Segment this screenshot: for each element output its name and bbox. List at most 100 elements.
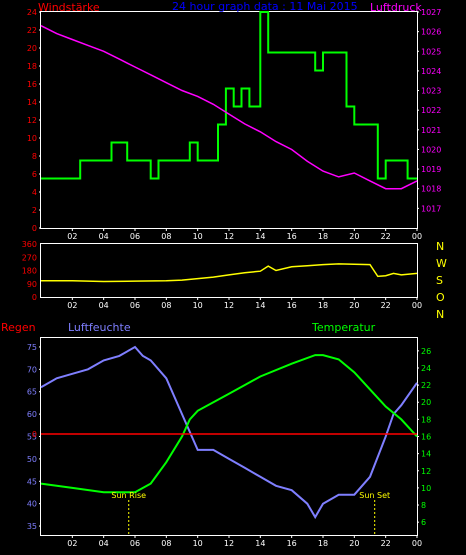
x-tick-label: 08 bbox=[161, 232, 171, 241]
x-tick-label: 20 bbox=[349, 232, 359, 241]
x-tick-label: 12 bbox=[224, 232, 234, 241]
wind-direction-line bbox=[41, 263, 418, 283]
right-tick-label: 1017 bbox=[421, 204, 441, 213]
left-tick-label: 0 bbox=[32, 293, 37, 302]
right-tick-label: 1027 bbox=[421, 8, 441, 17]
humidity-line bbox=[40, 345, 418, 520]
right-tick-label: 1018 bbox=[421, 185, 441, 194]
wind-direction-frame bbox=[40, 243, 418, 298]
left-tick-label: 2 bbox=[32, 206, 37, 215]
left-tick-label: 8 bbox=[32, 152, 37, 161]
right-tick-label: 1025 bbox=[421, 47, 441, 56]
luftfeuchte-label: Luftfeuchte bbox=[68, 321, 131, 334]
left-tick-label: 90 bbox=[27, 280, 37, 289]
left-tick-label: 24 bbox=[27, 8, 37, 17]
compass-label: O bbox=[436, 291, 445, 304]
right-tick-label: 14 bbox=[421, 450, 431, 459]
right-tick-label: 16 bbox=[421, 433, 431, 442]
left-tick-label: 12 bbox=[27, 116, 37, 125]
left-tick-label: 6 bbox=[32, 170, 37, 179]
x-tick-label: 06 bbox=[130, 301, 140, 310]
compass-label: N bbox=[436, 308, 444, 321]
x-tick-label: 04 bbox=[99, 539, 109, 548]
right-tick-label: 6 bbox=[421, 518, 426, 527]
right-tick-label: 1019 bbox=[421, 165, 441, 174]
x-tick-label: 00 bbox=[412, 232, 422, 241]
windstaerke-label: Windstärke bbox=[38, 1, 100, 14]
x-tick-label: 10 bbox=[193, 539, 203, 548]
right-tick-label: 18 bbox=[421, 415, 431, 424]
left-tick-label: 180 bbox=[22, 267, 37, 276]
right-tick-label: 24 bbox=[421, 364, 431, 373]
compass-label: N bbox=[436, 240, 444, 253]
left-tick-label: 70 bbox=[27, 365, 37, 374]
left-tick-label: 55 bbox=[27, 433, 37, 442]
x-tick-label: 18 bbox=[318, 539, 328, 548]
pressure-line bbox=[40, 25, 418, 190]
x-tick-label: 14 bbox=[255, 539, 265, 548]
right-tick-label: 1022 bbox=[421, 106, 441, 115]
right-tick-label: 22 bbox=[421, 381, 431, 390]
right-tick-label: 1026 bbox=[421, 28, 441, 37]
x-tick-label: 04 bbox=[99, 232, 109, 241]
left-tick-label: 18 bbox=[27, 62, 37, 71]
left-tick-label: 4 bbox=[32, 188, 37, 197]
x-tick-label: 10 bbox=[193, 232, 203, 241]
x-tick-label: 14 bbox=[255, 232, 265, 241]
annotations: 0 Sun Rise Sun Set bbox=[32, 430, 417, 535]
x-tick-label: 20 bbox=[349, 539, 359, 548]
left-tick-label: 45 bbox=[27, 477, 37, 486]
left-tick-label: 16 bbox=[27, 80, 37, 89]
luftdruck-label: Luftdruck bbox=[370, 1, 422, 14]
x-tick-label: 22 bbox=[381, 539, 391, 548]
right-tick-label: 1023 bbox=[421, 87, 441, 96]
compass-label: W bbox=[436, 257, 447, 270]
humidity-temperature-frame bbox=[40, 337, 418, 536]
left-tick-label: 10 bbox=[27, 134, 37, 143]
x-tick-label: 12 bbox=[224, 539, 234, 548]
left-tick-label: 20 bbox=[27, 44, 37, 53]
x-tick-label: 22 bbox=[381, 301, 391, 310]
x-tick-label: 00 bbox=[412, 539, 422, 548]
x-tick-label: 16 bbox=[287, 301, 297, 310]
x-tick-label: 00 bbox=[412, 301, 422, 310]
right-tick-label: 1024 bbox=[421, 67, 441, 76]
left-tick-label: 40 bbox=[27, 500, 37, 509]
left-tick-label: 65 bbox=[27, 388, 37, 397]
x-tick-label: 16 bbox=[287, 539, 297, 548]
right-tick-label: 26 bbox=[421, 347, 431, 356]
x-tick-label: 04 bbox=[99, 301, 109, 310]
x-tick-label: 12 bbox=[224, 301, 234, 310]
x-tick-label: 06 bbox=[130, 232, 140, 241]
wind-speed-line bbox=[41, 11, 417, 180]
left-tick-label: 50 bbox=[27, 455, 37, 464]
x-tick-label: 18 bbox=[318, 232, 328, 241]
right-tick-label: 20 bbox=[421, 398, 431, 407]
left-tick-label: 75 bbox=[27, 343, 37, 352]
series-lines bbox=[40, 11, 418, 520]
x-tick-label: 02 bbox=[67, 539, 77, 548]
temperatur-label: Temperatur bbox=[311, 321, 376, 334]
left-tick-label: 22 bbox=[27, 26, 37, 35]
x-tick-label: 22 bbox=[381, 232, 391, 241]
compass-label: S bbox=[436, 274, 443, 287]
rain-value-label: 0 bbox=[32, 430, 37, 439]
right-tick-label: 10 bbox=[421, 484, 431, 493]
left-tick-label: 270 bbox=[22, 253, 37, 262]
sunrise-label: Sun Rise bbox=[111, 491, 146, 500]
chart-title: 24 hour graph data : 11 Mai 2015 bbox=[172, 0, 358, 13]
left-tick-label: 35 bbox=[27, 522, 37, 531]
right-tick-label: 1021 bbox=[421, 126, 441, 135]
regen-label: Regen bbox=[1, 321, 36, 334]
right-tick-label: 8 bbox=[421, 501, 426, 510]
left-tick-label: 14 bbox=[27, 98, 37, 107]
x-tick-label: 14 bbox=[255, 301, 265, 310]
x-tick-label: 08 bbox=[161, 539, 171, 548]
x-tick-label: 10 bbox=[193, 301, 203, 310]
temperature-line bbox=[40, 354, 418, 494]
left-tick-label: 360 bbox=[22, 240, 37, 249]
x-tick-label: 16 bbox=[287, 232, 297, 241]
left-tick-label: 60 bbox=[27, 410, 37, 419]
